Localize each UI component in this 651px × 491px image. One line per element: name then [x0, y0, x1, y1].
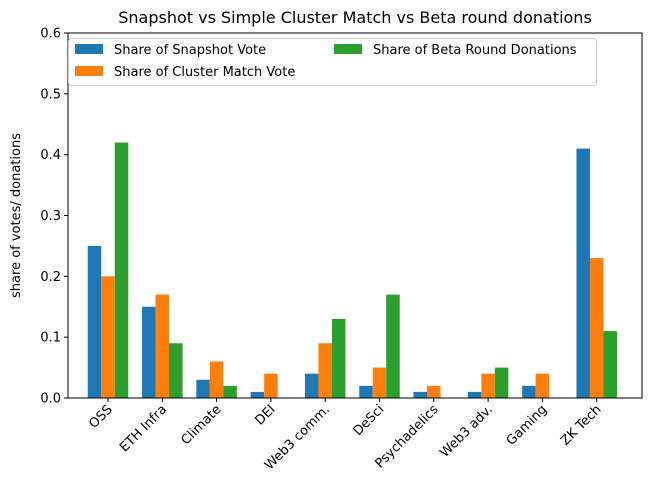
bar-1-0: [101, 276, 115, 398]
bar-2-5: [386, 294, 400, 398]
chart-title: Snapshot vs Simple Cluster Match vs Beta…: [118, 8, 592, 27]
bar-2-0: [114, 142, 129, 398]
y-tick-label: 0.6: [40, 27, 61, 42]
y-tick-label: 0.4: [40, 148, 61, 163]
bar-1-1: [155, 294, 170, 398]
bar-0-6: [413, 391, 428, 398]
x-tick-label: Climate: [178, 402, 224, 448]
bar-0-5: [359, 385, 373, 398]
x-tick-label: DeSci: [351, 402, 388, 439]
bar-1-2: [209, 361, 224, 398]
x-tick-label: OSS: [86, 402, 116, 432]
bar-2-1: [169, 343, 183, 398]
y-tick-label: 0.1: [40, 331, 61, 346]
y-tick-label: 0.2: [40, 270, 61, 285]
legend-box: [68, 38, 597, 86]
bar-1-7: [481, 373, 495, 398]
x-tick-label: Web3 adv.: [437, 402, 496, 461]
bar-2-9: [603, 331, 617, 398]
legend-label-1: Share of Cluster Match Vote: [114, 65, 295, 80]
legend-swatch-2: [334, 44, 362, 54]
bar-1-3: [264, 373, 278, 398]
bar-2-2: [223, 385, 237, 398]
bar-1-5: [372, 367, 387, 398]
legend-swatch-1: [75, 66, 103, 76]
y-tick-label: 0.5: [40, 87, 61, 102]
bar-1-6: [427, 385, 441, 398]
legend-label-0: Share of Snapshot Vote: [114, 43, 266, 58]
bar-0-0: [87, 245, 102, 398]
bar-2-7: [494, 367, 509, 398]
x-tick-label: Gaming: [504, 402, 551, 449]
bar-0-4: [304, 373, 319, 398]
y-tick-label: 0.0: [40, 392, 61, 407]
bar-0-2: [196, 379, 210, 398]
x-tick-label: DEI: [253, 402, 279, 428]
bar-0-1: [142, 306, 156, 398]
legend: Share of Snapshot Vote Share of Cluster M…: [68, 38, 597, 86]
legend-label-2: Share of Beta Round Donations: [373, 43, 577, 58]
plot-area: 0.0 0.1 0.2 0.3 0.4 0.5 0.6 OSS ETH Infra Climate…: [40, 27, 643, 473]
legend-swatch-0: [75, 44, 103, 54]
bar-1-8: [535, 373, 550, 398]
bar-0-7: [467, 391, 482, 398]
bar-0-9: [576, 148, 590, 398]
bar-1-4: [318, 343, 332, 398]
y-axis-label: share of votes/ donations: [9, 133, 24, 298]
bar-2-4: [331, 318, 346, 398]
bar-0-3: [250, 391, 265, 398]
x-tick-label: ETH Infra: [117, 402, 170, 455]
x-tick-label: ZK Tech: [558, 402, 604, 448]
y-tick-label: 0.3: [40, 209, 61, 224]
bar-1-9: [589, 258, 604, 398]
bar-0-8: [522, 385, 536, 398]
